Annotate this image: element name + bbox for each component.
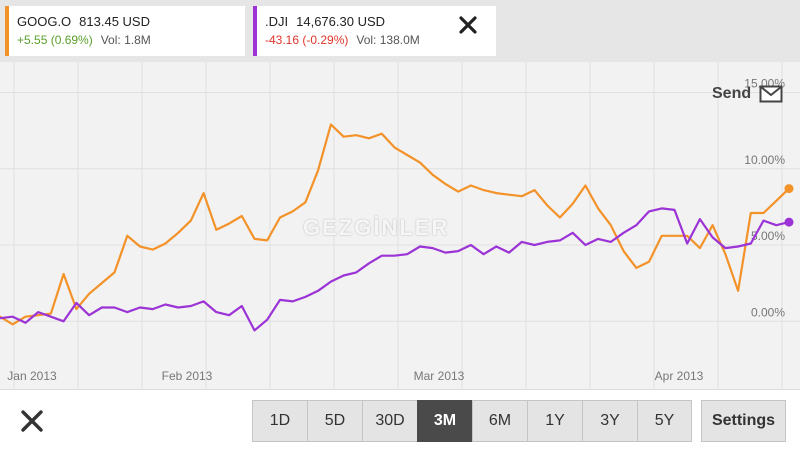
series-line — [0, 123, 791, 326]
quote-symbol: GOOG.O — [17, 14, 72, 29]
quote-price: 813.45 USD — [79, 14, 150, 29]
range-5y[interactable]: 5Y — [637, 400, 692, 442]
send-label: Send — [712, 85, 752, 102]
range-3m[interactable]: 3M — [417, 400, 472, 442]
price-chart[interactable]: 0.00% 5.00% 10.00% 15.00% Jan 2013 Feb 2013 Ma… — [0, 62, 800, 389]
range-1y[interactable]: 1Y — [527, 400, 582, 442]
range-5d[interactable]: 5D — [307, 400, 362, 442]
remove-comparison-button[interactable] — [448, 8, 488, 42]
x-tick-label: Jan 2013 — [7, 369, 57, 383]
chart-canvas: 0.00%5.00%10.00%15.00%Jan 2013 Feb 2013 Ma… — [0, 62, 800, 389]
y-tick-label: 5.00% — [751, 229, 785, 243]
quote-details-dji: -43.16 (-0.29%) Vol: 138.0M — [265, 33, 420, 47]
close-icon — [459, 16, 477, 34]
quote-change: +5.55 (0.69%) — [17, 33, 93, 47]
close-icon — [21, 410, 43, 432]
close-chart-button[interactable] — [14, 405, 50, 437]
quote-card-dji[interactable]: .DJI 14,676.30 USD -43.16 (-0.29%) Vol: 13… — [253, 6, 496, 56]
quote-title-dji: .DJI 14,676.30 USD — [265, 14, 385, 29]
quote-details-goog: +5.55 (0.69%) Vol: 1.8M — [17, 33, 151, 47]
series-color-swatch-dji — [253, 6, 257, 56]
chart-controls: 1D 5D 30D 3M 6M 1Y 3Y 5Y Settings — [0, 389, 800, 451]
series-end-marker — [784, 184, 794, 194]
quote-volume: Vol: 138.0M — [356, 33, 420, 47]
watermark: GEZGİNLER — [303, 215, 450, 240]
x-tick-label: Mar 2013 — [414, 369, 465, 383]
series-line — [0, 207, 791, 332]
envelope-icon — [759, 85, 783, 103]
range-3y[interactable]: 3Y — [582, 400, 637, 442]
quote-symbol: .DJI — [265, 14, 289, 29]
send-button[interactable]: Send — [712, 84, 783, 104]
range-1d[interactable]: 1D — [252, 400, 307, 442]
quote-card-goog[interactable]: GOOG.O 813.45 USD +5.55 (0.69%) Vol: 1.8M — [5, 6, 245, 56]
ticker-strip: GOOG.O 813.45 USD +5.55 (0.69%) Vol: 1.8M … — [0, 0, 800, 62]
x-tick-label: Feb 2013 — [162, 369, 213, 383]
quote-title-goog: GOOG.O 813.45 USD — [17, 14, 150, 29]
quote-price: 14,676.30 USD — [296, 14, 386, 29]
settings-button[interactable]: Settings — [701, 400, 786, 442]
quote-volume: Vol: 1.8M — [100, 33, 151, 47]
series-end-marker — [784, 217, 794, 227]
quote-change: -43.16 (-0.29%) — [265, 33, 349, 47]
range-30d[interactable]: 30D — [362, 400, 417, 442]
time-range-selector: 1D 5D 30D 3M 6M 1Y 3Y 5Y — [252, 400, 692, 442]
y-tick-label: 0.00% — [751, 305, 785, 319]
range-6m[interactable]: 6M — [472, 400, 527, 442]
series-color-swatch-goog — [5, 6, 9, 56]
y-tick-label: 10.00% — [744, 153, 785, 167]
x-tick-label: Apr 2013 — [655, 369, 704, 383]
